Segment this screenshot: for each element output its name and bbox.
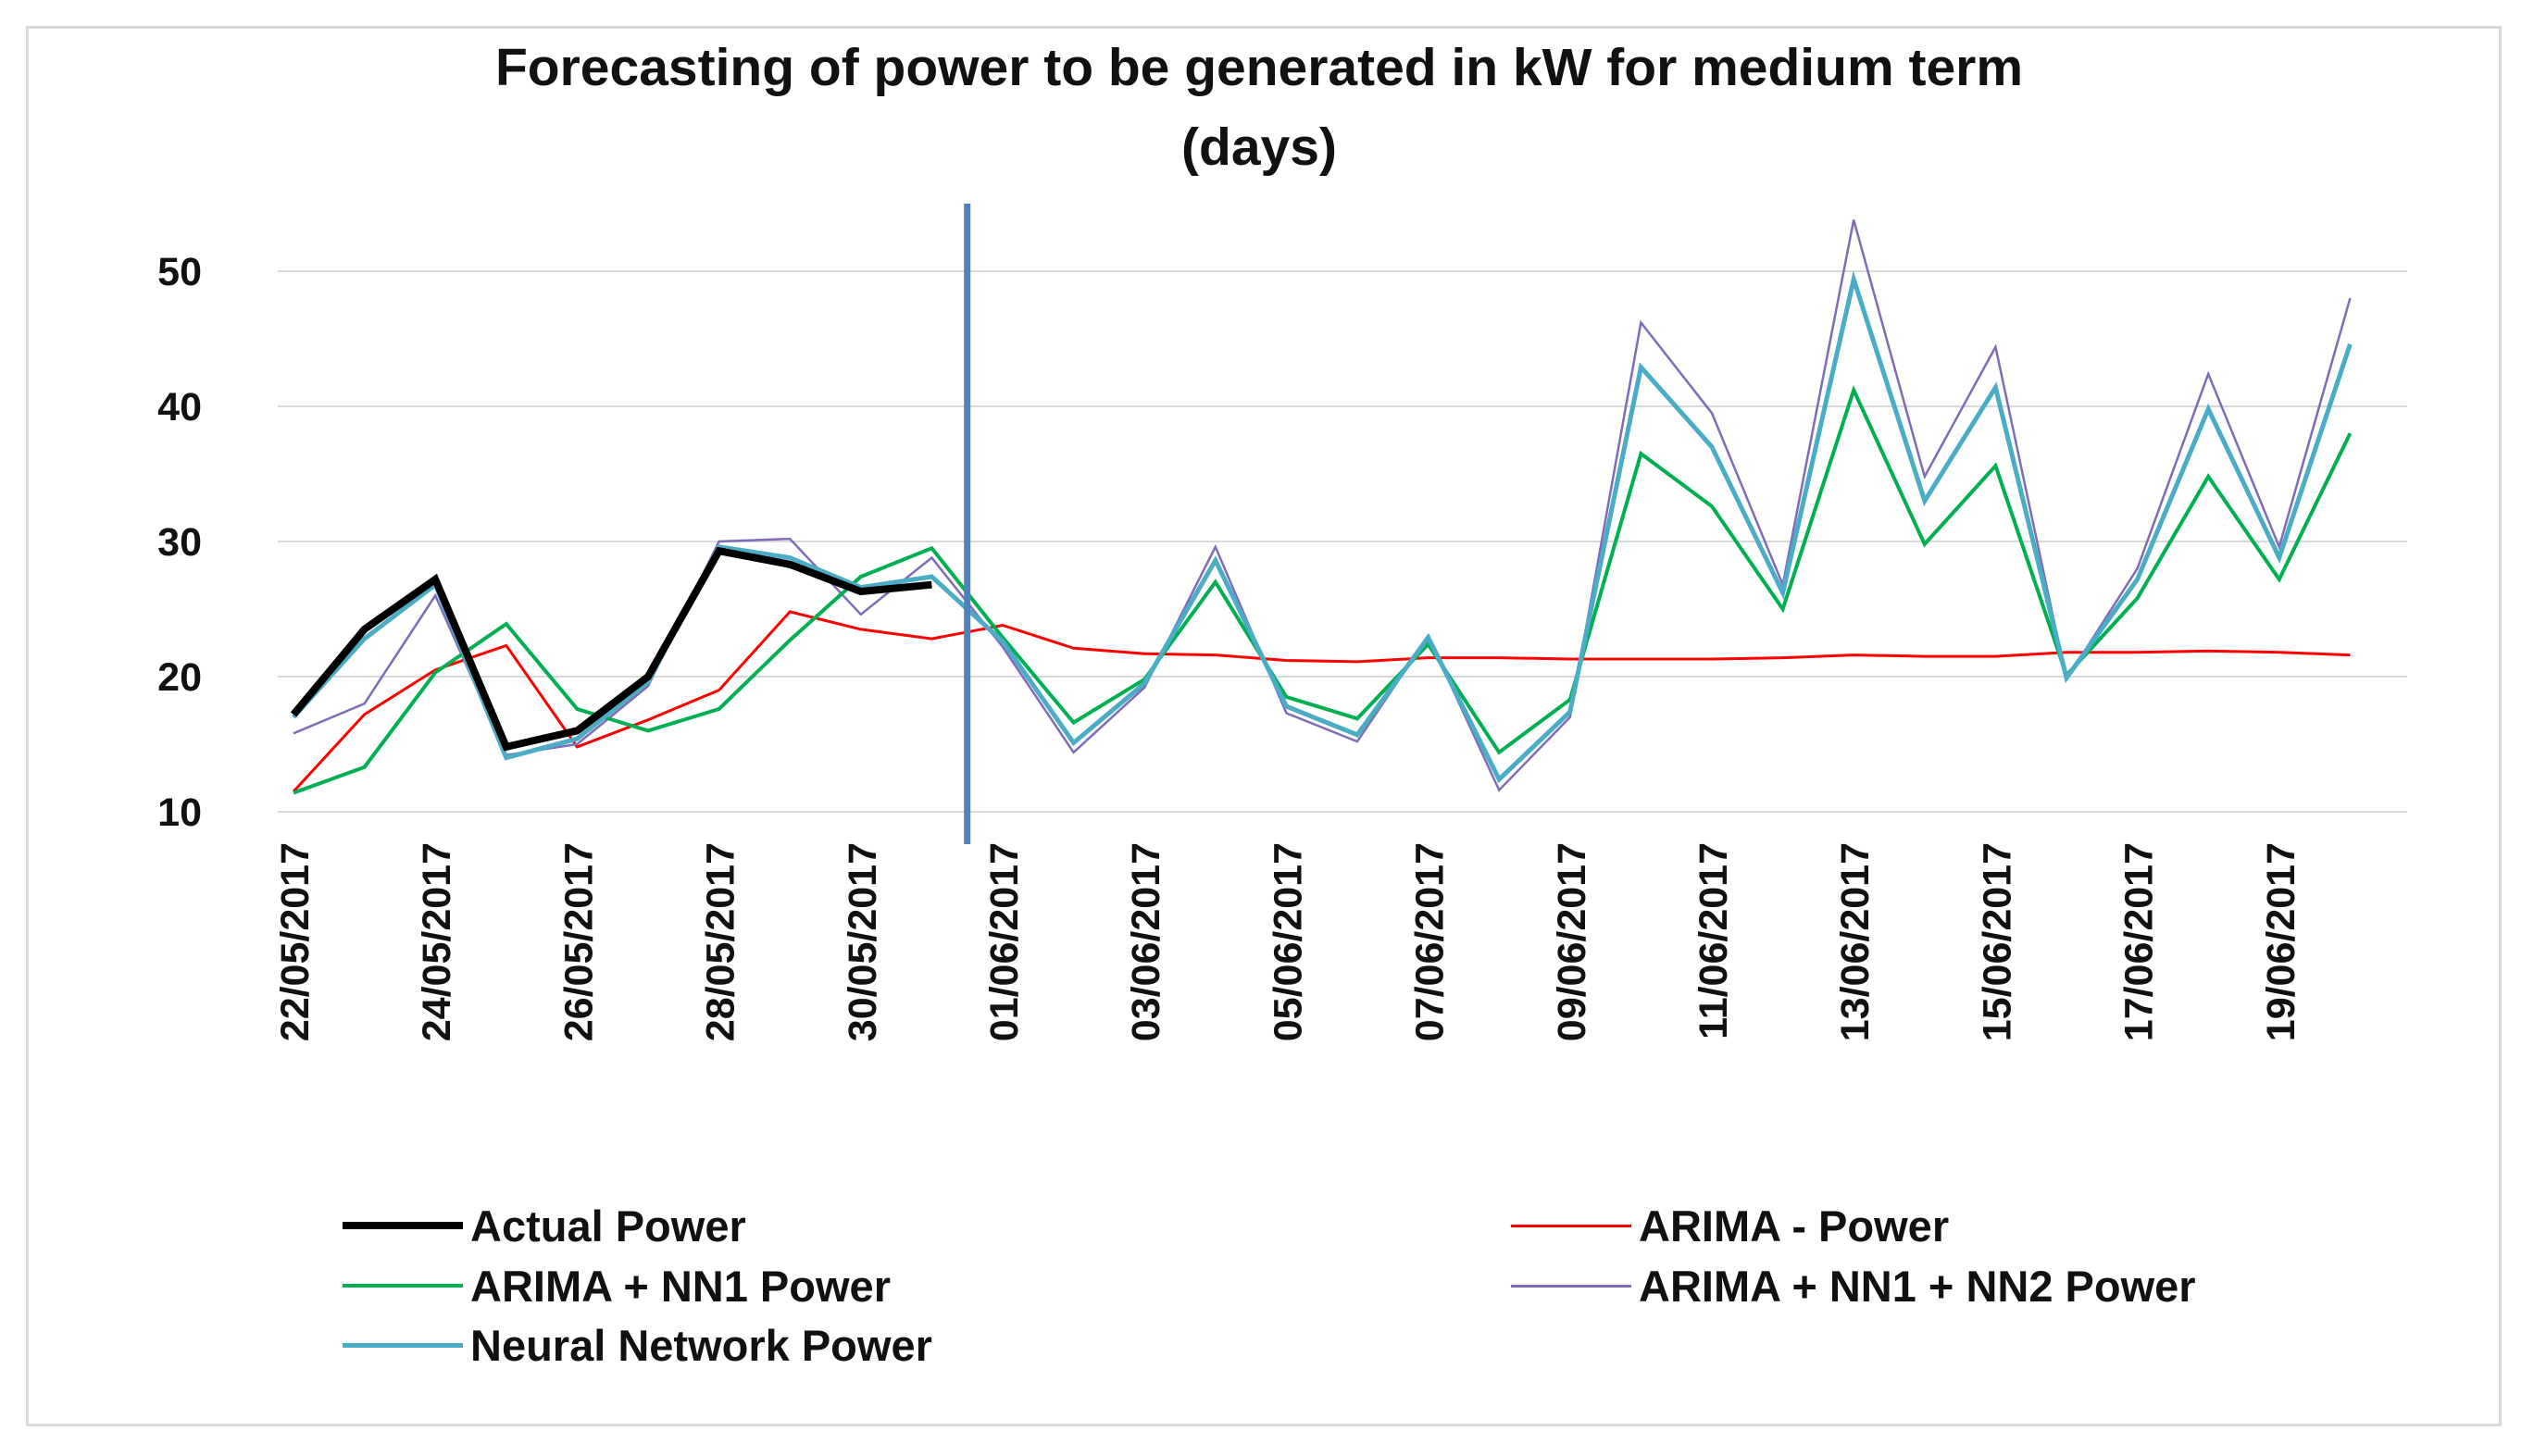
- x-tick-label-22-05-2017: 22/05/2017: [273, 842, 318, 1041]
- legend-label-actual-power: Actual Power: [470, 1201, 746, 1251]
- x-tick-label-30-05-2017: 30/05/2017: [841, 842, 885, 1041]
- chart-title-line-2: (days): [1181, 118, 1337, 177]
- grid-lines: [278, 270, 2407, 813]
- series-line-arima-nn1-nn2-power: [293, 219, 2352, 792]
- legend-label-arima-power: ARIMA - Power: [1639, 1201, 1950, 1251]
- x-tick-label-01-06-2017: 01/06/2017: [982, 842, 1027, 1041]
- x-tick-label-26-05-2017: 26/05/2017: [556, 842, 601, 1041]
- x-tick-label-19-06-2017: 19/06/2017: [2259, 842, 2303, 1041]
- x-tick-label-13-06-2017: 13/06/2017: [1833, 842, 1878, 1041]
- x-tick-label-28-05-2017: 28/05/2017: [699, 842, 743, 1041]
- x-tick-label-17-06-2017: 17/06/2017: [2117, 842, 2162, 1041]
- x-tick-label-15-06-2017: 15/06/2017: [1975, 842, 2019, 1041]
- legend-item-arima-power: ARIMA - Power: [1511, 1200, 1949, 1251]
- chart-frame: [26, 26, 2502, 1426]
- legend-label-neural-network-power: Neural Network Power: [470, 1320, 932, 1370]
- y-tick-labels: 10 20 30 40 50: [157, 250, 202, 835]
- legend-item-actual-power: Actual Power: [343, 1200, 746, 1251]
- x-tick-label-03-06-2017: 03/06/2017: [1124, 842, 1168, 1041]
- x-tick-label-05-06-2017: 05/06/2017: [1266, 842, 1310, 1041]
- x-tick-label-07-06-2017: 07/06/2017: [1408, 842, 1453, 1041]
- legend-label-arima-nn1-nn2-power: ARIMA + NN1 + NN2 Power: [1639, 1261, 2196, 1311]
- series-line-actual-power: [290, 546, 932, 752]
- series-line-arima-power: [292, 610, 2351, 793]
- y-tick-label-40: 40: [157, 385, 202, 429]
- legend-item-arima-nn1-power: ARIMA + NN1 Power: [343, 1260, 891, 1312]
- y-tick-label-20: 20: [157, 655, 202, 700]
- y-tick-label-10: 10: [157, 790, 202, 835]
- legend-swatch-neural-network-power: [343, 1342, 463, 1348]
- x-tick-label-09-06-2017: 09/06/2017: [1550, 842, 1594, 1041]
- y-tick-label-50: 50: [157, 250, 202, 294]
- legend-swatch-actual-power: [343, 1222, 463, 1229]
- series-line-neural-network-power: [292, 270, 2353, 784]
- x-tick-label-24-05-2017: 24/05/2017: [415, 842, 459, 1041]
- legend-label-arima-nn1-power: ARIMA + NN1 Power: [470, 1261, 891, 1311]
- legend-item-neural-network-power: Neural Network Power: [343, 1319, 932, 1371]
- series-lines: [290, 219, 2353, 795]
- series-line-arima-nn1-power: [293, 385, 2353, 795]
- y-tick-label-30: 30: [157, 520, 202, 565]
- legend-swatch-arima-power: [1511, 1224, 1631, 1227]
- legend-item-arima-nn1-nn2-power: ARIMA + NN1 + NN2 Power: [1511, 1260, 2196, 1312]
- x-tick-labels: 22/05/2017 24/05/2017 26/05/2017 28/05/2017…: [273, 842, 2303, 1041]
- legend-swatch-arima-nn1-nn2-power: [1511, 1284, 1631, 1288]
- chart-title-line-1: Forecasting of power to be generated in …: [494, 38, 2024, 97]
- legend-swatch-arima-nn1-power: [343, 1284, 463, 1288]
- x-tick-label-11-06-2017: 11/06/2017: [1691, 842, 1736, 1039]
